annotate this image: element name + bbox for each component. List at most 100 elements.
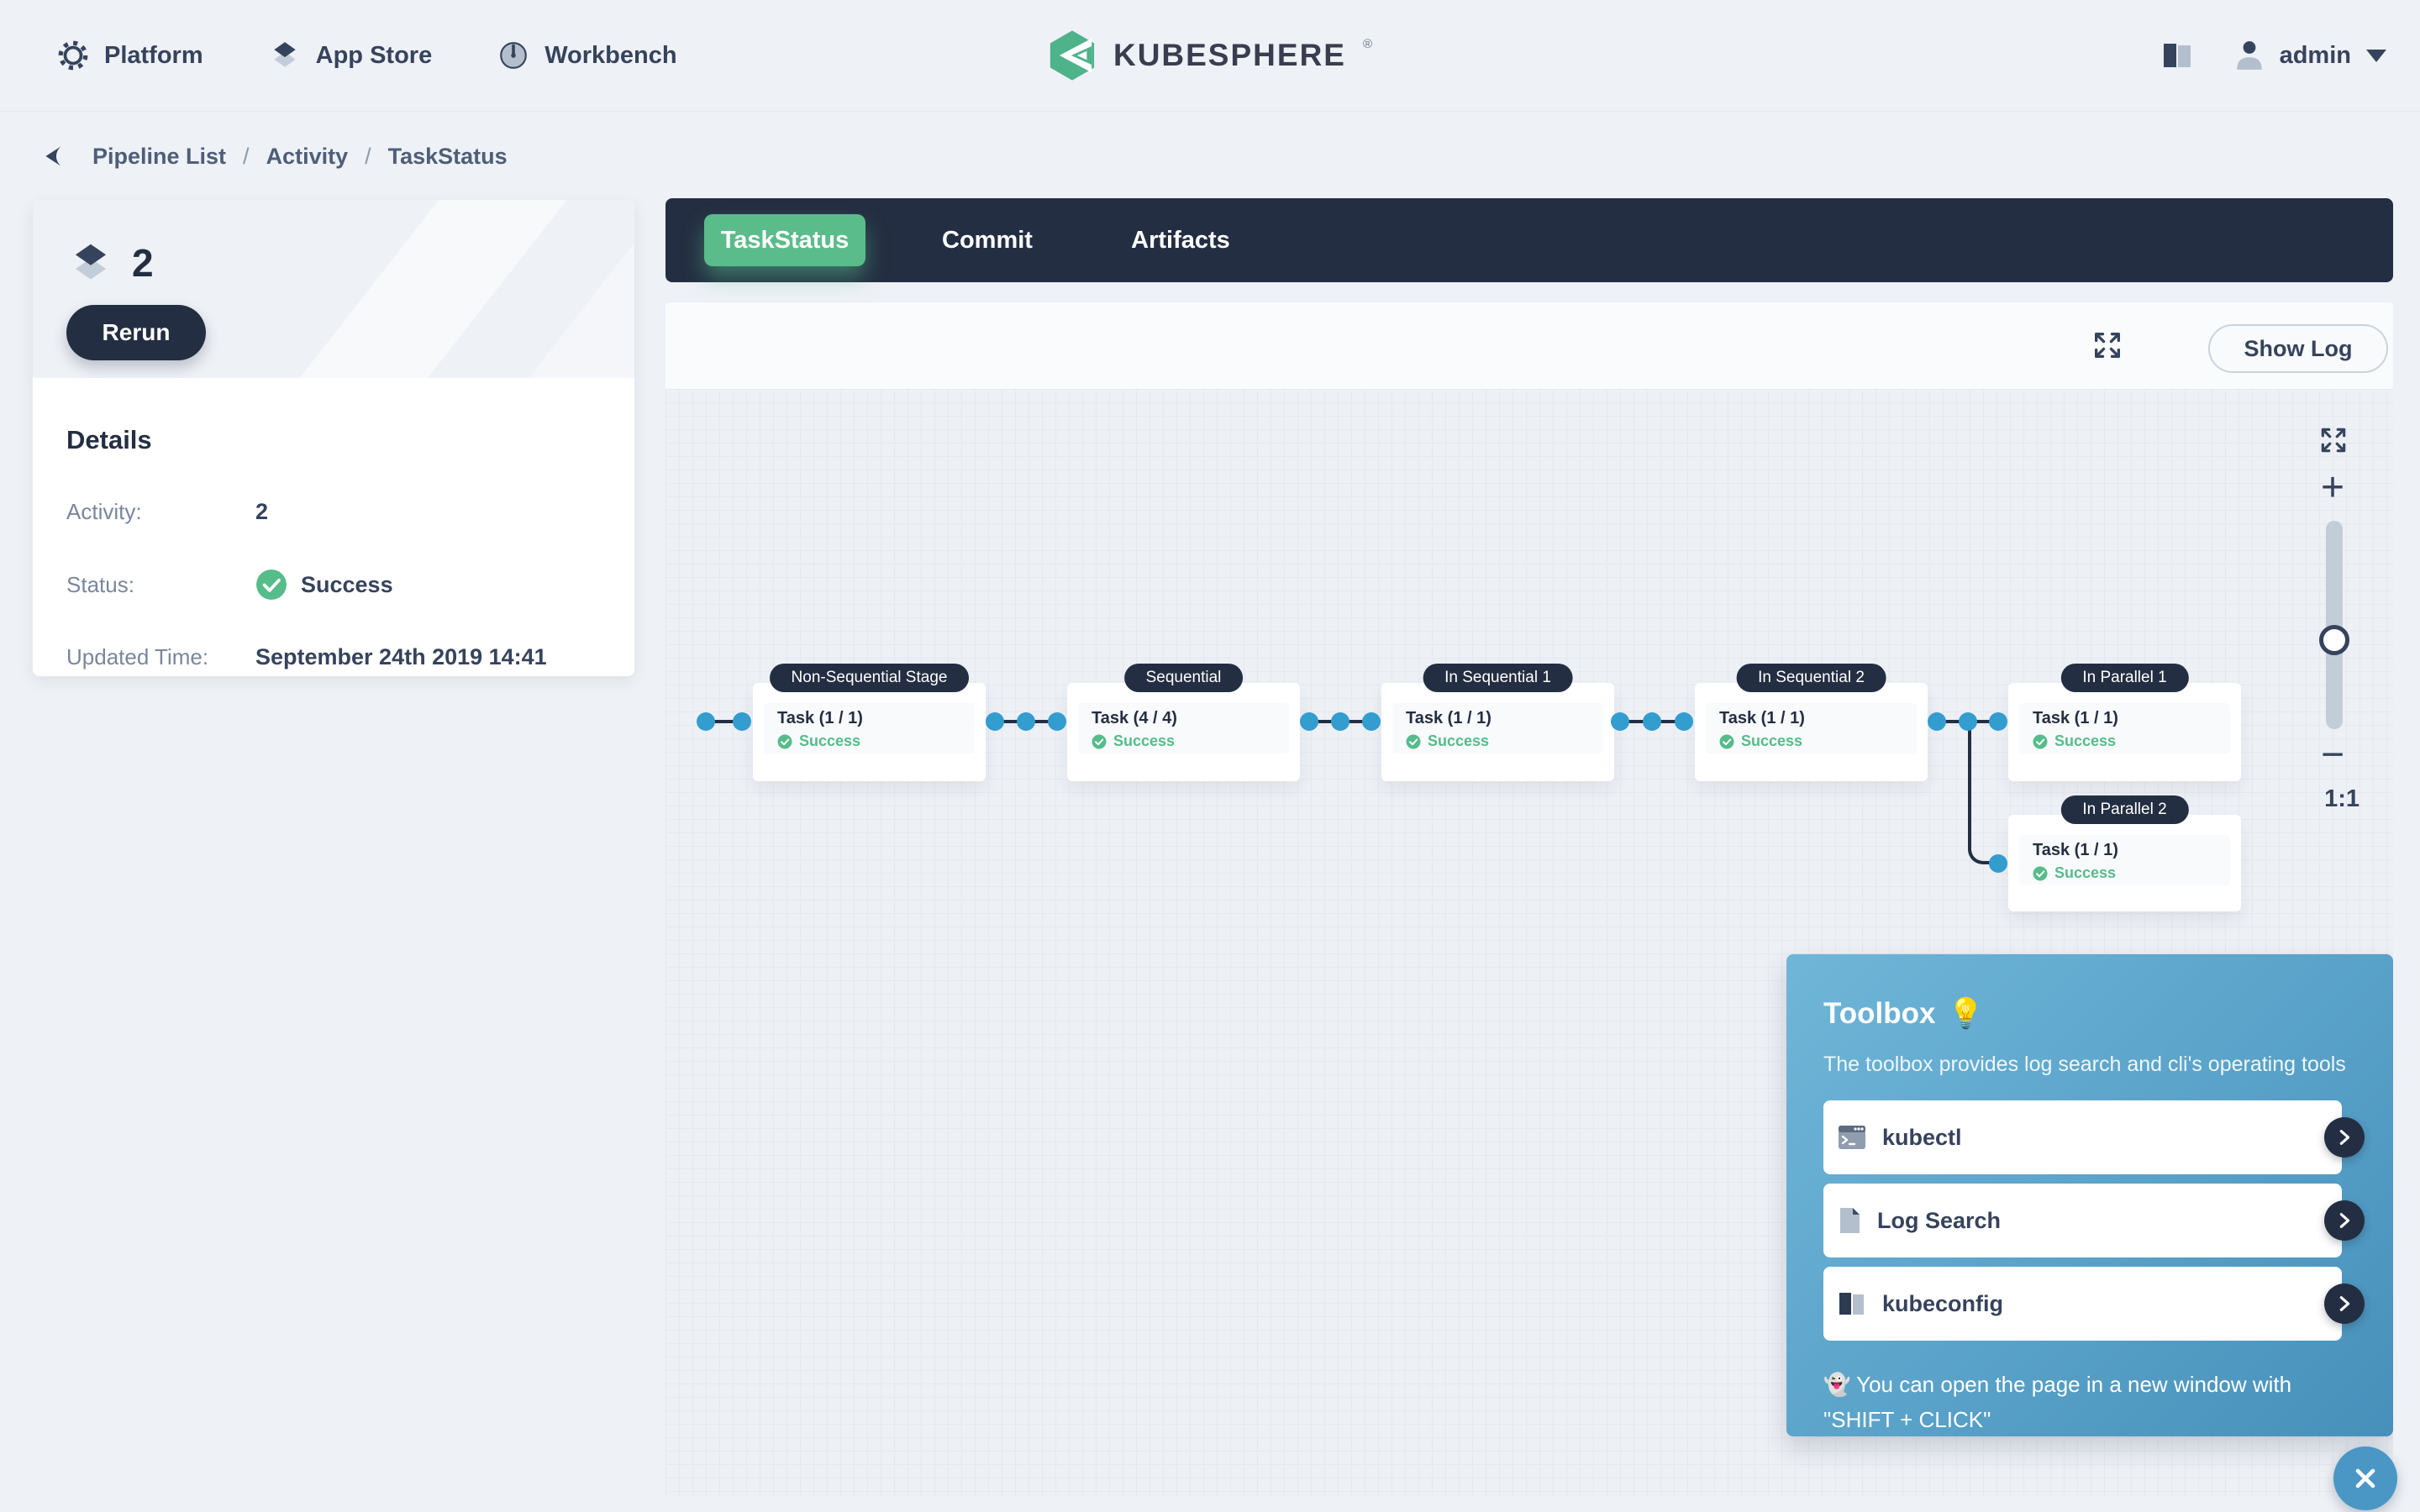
canvas-fullscreen-icon[interactable] — [2317, 424, 2349, 456]
connector-dot — [986, 712, 1004, 731]
tab-artifacts[interactable]: Artifacts — [1131, 226, 1230, 254]
stage-name-pill: Sequential — [1123, 664, 1244, 692]
breadcrumb: Pipeline List / Activity / TaskStatus — [92, 143, 508, 169]
branch-connector-line — [1968, 722, 2000, 864]
success-check-icon — [2033, 866, 2048, 881]
breadcrumb-bar: Pipeline List / Activity / TaskStatus — [0, 112, 2420, 201]
kubesphere-logo[interactable]: KUBESPHERE ® — [1048, 29, 1372, 81]
fullscreen-icon[interactable] — [2091, 328, 2124, 362]
success-check-icon — [777, 734, 792, 749]
success-check-icon — [1719, 734, 1734, 749]
open-log-search-button[interactable] — [2324, 1200, 2365, 1241]
updated-time-value: September 24th 2019 14:41 — [255, 644, 547, 669]
stage-task[interactable]: Task (1 / 1) Success — [2019, 703, 2230, 753]
toolbox-item-kubeconfig[interactable]: kubeconfig — [1823, 1267, 2365, 1341]
nav-label-app-store: App Store — [315, 41, 433, 69]
success-check-icon — [2033, 734, 2048, 749]
top-navbar: Platform App Store Workbench — [0, 0, 2420, 112]
detail-row-updated: Updated Time: September 24th 2019 14:41 — [66, 644, 547, 669]
gauge-icon — [497, 39, 529, 71]
stage-task[interactable]: Task (1 / 1) Success — [1706, 703, 1917, 753]
zoom-ratio-button[interactable]: 1:1 — [2324, 785, 2360, 812]
stage-name-pill: In Parallel 1 — [2060, 664, 2189, 692]
open-kubectl-button[interactable] — [2324, 1117, 2365, 1158]
connector-dot — [1989, 712, 2007, 731]
graph-toolbar: Show Log — [666, 302, 2393, 389]
nav-item-app-store[interactable]: App Store — [269, 39, 433, 71]
stage-task[interactable]: Task (1 / 1) Success — [2019, 835, 2230, 885]
stage-card-in-sequential-2[interactable]: In Sequential 2 Task (1 / 1) Success — [1695, 664, 1928, 781]
success-check-icon — [1092, 734, 1107, 749]
stage-card-in-parallel-1[interactable]: In Parallel 1 Task (1 / 1) Success — [2008, 664, 2241, 781]
connector-line — [706, 720, 742, 723]
logo-text: KUBESPHERE — [1113, 38, 1346, 72]
nav-item-platform[interactable]: Platform — [57, 39, 203, 71]
stage-card-in-parallel-2[interactable]: In Parallel 2 Task (1 / 1) Success — [2008, 795, 2241, 911]
logo-registered-mark: ® — [1362, 36, 1373, 51]
stage-task[interactable]: Task (1 / 1) Success — [764, 703, 975, 753]
stage-card-non-sequential[interactable]: Non-Sequential Stage Task (1 / 1) Succes… — [753, 664, 986, 781]
run-summary-panel: 2 Rerun Details Activity: 2 Status: Succ… — [33, 200, 634, 676]
tab-task-status[interactable]: TaskStatus — [704, 214, 865, 266]
pipeline-canvas[interactable]: Non-Sequential Stage Task (1 / 1) Succes… — [666, 389, 2393, 1497]
kubesphere-hexagon-icon — [1048, 29, 1097, 81]
user-menu[interactable]: admin — [2234, 39, 2386, 71]
run-number: 2 — [132, 241, 154, 285]
toolbox-title: Toolbox — [1823, 996, 1936, 1030]
zoom-out-button[interactable]: − — [2320, 732, 2345, 777]
connector-dot — [697, 712, 715, 731]
connector-dot — [1017, 712, 1035, 731]
rerun-button[interactable]: Rerun — [66, 305, 206, 360]
nav-label-workbench: Workbench — [544, 41, 677, 69]
nav-item-workbench[interactable]: Workbench — [497, 39, 677, 71]
detail-row-status: Status: Success — [66, 569, 601, 601]
connector-dot — [733, 712, 751, 731]
tab-commit[interactable]: Commit — [942, 226, 1033, 254]
detail-row-activity: Activity: 2 — [66, 499, 269, 524]
toolbox-tip: 👻 You can open the page in a new window … — [1823, 1372, 2292, 1432]
breadcrumb-task-status: TaskStatus — [387, 143, 508, 169]
success-check-icon — [255, 569, 287, 601]
stage-task[interactable]: Task (4 / 4) Success — [1078, 703, 1289, 753]
open-kubeconfig-button[interactable] — [2324, 1284, 2365, 1324]
stage-name-pill: Non-Sequential Stage — [769, 664, 970, 692]
close-toolbox-button[interactable] — [2333, 1446, 2397, 1510]
document-icon — [1837, 1206, 1862, 1235]
zoom-in-button[interactable]: + — [2320, 465, 2345, 510]
back-arrow-icon[interactable] — [39, 143, 67, 170]
connector-dot — [1048, 712, 1066, 731]
stage-name-pill: In Sequential 2 — [1736, 664, 1886, 692]
connector-dot — [1989, 854, 2007, 873]
show-log-button[interactable]: Show Log — [2208, 324, 2388, 373]
nav-label-platform: Platform — [104, 41, 203, 69]
username: admin — [2279, 41, 2351, 69]
gear-icon — [57, 39, 89, 71]
details-title: Details — [66, 425, 152, 454]
connector-dot — [1331, 712, 1349, 731]
book-icon — [1837, 1290, 1867, 1317]
run-summary-header: 2 Rerun — [33, 200, 634, 378]
toolbox-panel: Toolbox 💡 The toolbox provides log searc… — [1786, 954, 2393, 1436]
stage-card-in-sequential-1[interactable]: In Sequential 1 Task (1 / 1) Success — [1381, 664, 1614, 781]
status-value: Success — [301, 571, 393, 597]
toolbox-subtitle: The toolbox provides log search and cli'… — [1823, 1053, 2346, 1076]
zoom-slider-handle[interactable] — [2319, 625, 2349, 655]
connector-dot — [1928, 712, 1946, 731]
toolbox-item-log-search[interactable]: Log Search — [1823, 1184, 2365, 1257]
connector-dot — [1611, 712, 1629, 731]
stacked-diamonds-icon — [70, 242, 112, 284]
connector-dot — [1643, 712, 1661, 731]
activity-value: 2 — [255, 499, 269, 524]
breadcrumb-activity[interactable]: Activity — [266, 143, 349, 169]
breadcrumb-pipeline-list[interactable]: Pipeline List — [92, 143, 227, 169]
terminal-icon — [1837, 1124, 1867, 1151]
docs-book-icon[interactable] — [2159, 40, 2196, 71]
toolbox-item-kubectl[interactable]: kubectl — [1823, 1100, 2365, 1174]
connector-dot — [1959, 712, 1977, 731]
stage-card-sequential[interactable]: Sequential Task (4 / 4) Success — [1067, 664, 1300, 781]
bulb-emoji-icon: 💡 — [1947, 997, 1985, 1030]
connector-dot — [1300, 712, 1318, 731]
stage-task[interactable]: Task (1 / 1) Success — [1392, 703, 1603, 753]
connector-dot — [1675, 712, 1693, 731]
connector-dot — [1362, 712, 1381, 731]
